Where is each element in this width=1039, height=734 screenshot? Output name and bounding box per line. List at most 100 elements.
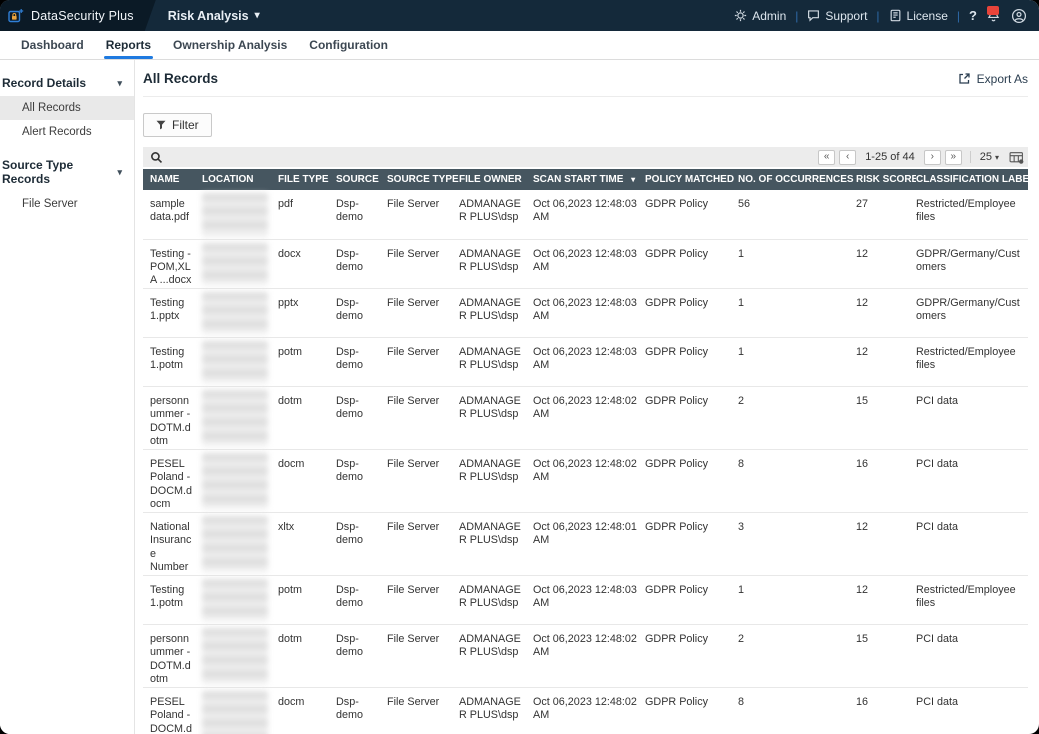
sidebar-item-alert-records[interactable]: Alert Records (22, 126, 92, 138)
cell-scan-start-time: Oct 06,2023 12:48:03 AM (533, 337, 645, 387)
column-header-risk-score[interactable]: RISK SCORE (856, 169, 916, 190)
table-row[interactable]: Testing 1.pptx pptx Dsp-demo File Server… (143, 288, 1028, 338)
main-panel: All Records Export As (135, 60, 1039, 734)
column-chooser-icon[interactable] (1009, 151, 1024, 164)
pagination: « ‹ 1-25 of 44 › » 25 ▾ (818, 149, 1024, 165)
table-row[interactable]: personnummer - DOTM.dotm dotm Dsp-demo F… (143, 624, 1028, 688)
section-title: Source Type Records (2, 158, 74, 186)
page-size-select[interactable]: 25 ▾ (969, 151, 999, 163)
sidebar-item-file-server[interactable]: File Server (22, 198, 78, 210)
help-icon[interactable]: ? (969, 8, 977, 23)
filter-funnel-icon (156, 120, 166, 130)
cell-risk-score: 16 (856, 449, 916, 513)
cell-scan-start-time: Oct 06,2023 12:48:03 AM (533, 239, 645, 289)
cell-source: Dsp-demo (336, 687, 387, 734)
admin-label: Admin (752, 8, 787, 23)
cell-classification-label: PCI data (916, 386, 1028, 450)
column-header-policy-matched[interactable]: POLICY MATCHED (645, 169, 738, 190)
cell-file-type: potm (278, 575, 336, 625)
cell-name: Testing - POM,XLA ...docx (143, 239, 202, 289)
search-icon[interactable] (150, 151, 163, 164)
table-row[interactable]: sample data.pdf pdf Dsp-demo File Server… (143, 190, 1028, 240)
column-header-name[interactable]: NAME (143, 169, 202, 190)
column-label: SCAN START TIME (533, 174, 624, 185)
cell-source-type: File Server (387, 575, 459, 625)
cell-file-type: docx (278, 239, 336, 289)
brand-logo[interactable]: DataSecurity Plus (0, 0, 156, 31)
cell-source-type: File Server (387, 624, 459, 688)
previous-page-button[interactable]: ‹ (839, 149, 857, 165)
table-row[interactable]: PESEL Poland - DOCM.docm docm Dsp-demo F… (143, 449, 1028, 513)
tab-bar: Dashboard Reports Ownership Analysis Con… (0, 31, 1039, 60)
column-header-source-type[interactable]: SOURCE TYPE (387, 169, 459, 190)
location-redacted (202, 389, 268, 446)
module-switcher[interactable]: Risk Analysis ▾ (168, 9, 260, 23)
cell-file-type: potm (278, 337, 336, 387)
table-row[interactable]: PESEL Poland - DOCM.docm docm Dsp-demo F… (143, 687, 1028, 734)
column-header-source[interactable]: SOURCE (336, 169, 387, 190)
cell-source-type: File Server (387, 386, 459, 450)
cell-file-owner: ADMANAGER PLUS\dsp (459, 575, 533, 625)
cell-risk-score: 15 (856, 386, 916, 450)
column-header-file-type[interactable]: FILE TYPE (278, 169, 336, 190)
sidebar-section-record-details[interactable]: Record Details ▾ (0, 70, 134, 96)
admin-link[interactable]: Admin (734, 9, 786, 23)
support-label: Support (825, 8, 868, 23)
column-header-classification-label[interactable]: CLASSIFICATION LABEL (916, 169, 1028, 190)
cell-location (202, 575, 278, 625)
cell-risk-score: 12 (856, 512, 916, 576)
separator: | (795, 8, 799, 23)
page-title: All Records (143, 71, 219, 86)
tab-reports[interactable]: Reports (95, 31, 162, 59)
cell-file-type: pdf (278, 190, 336, 240)
column-header-scan-start-time[interactable]: SCAN START TIME ▾ (533, 169, 645, 190)
column-header-location[interactable]: LOCATION (202, 169, 278, 190)
cell-scan-start-time: Oct 06,2023 12:48:02 AM (533, 386, 645, 450)
table-row[interactable]: Testing - POM,XLA ...docx docx Dsp-demo … (143, 239, 1028, 289)
export-icon (958, 72, 971, 85)
cell-source: Dsp-demo (336, 449, 387, 513)
user-account-icon[interactable] (1011, 8, 1027, 24)
table-row[interactable]: personnummer - DOTM.dotm dotm Dsp-demo F… (143, 386, 1028, 450)
table-row[interactable]: Testing 1.potm potm Dsp-demo File Server… (143, 575, 1028, 625)
license-link[interactable]: License (889, 9, 948, 23)
cell-policy-matched: GDPR Policy (645, 386, 738, 450)
column-header-file-owner[interactable]: FILE OWNER (459, 169, 533, 190)
cell-location (202, 512, 278, 576)
column-header-no-of-occurrences[interactable]: NO. OF OCCURRENCES (738, 169, 856, 190)
cell-scan-start-time: Oct 06,2023 12:48:02 AM (533, 624, 645, 688)
cell-file-owner: ADMANAGER PLUS\dsp (459, 288, 533, 338)
sidebar-section-source-type-records[interactable]: Source Type Records ▾ (0, 152, 134, 192)
table-row[interactable]: Testing 1.potm potm Dsp-demo File Server… (143, 337, 1028, 387)
export-as-button[interactable]: Export As (958, 72, 1028, 86)
last-page-button[interactable]: » (944, 149, 962, 165)
sidebar-item-all-records[interactable]: All Records (0, 96, 134, 120)
notification-badge (987, 5, 999, 15)
cell-file-type: pptx (278, 288, 336, 338)
cell-scan-start-time: Oct 06,2023 12:48:03 AM (533, 575, 645, 625)
cell-location (202, 386, 278, 450)
report-header: All Records Export As (143, 68, 1028, 97)
cell-file-owner: ADMANAGER PLUS\dsp (459, 624, 533, 688)
sidebar: Record Details ▾ All Records Alert Recor… (0, 60, 135, 734)
first-page-button[interactable]: « (818, 149, 836, 165)
notifications-bell-icon[interactable] (986, 5, 1002, 24)
support-link[interactable]: Support (807, 9, 867, 23)
tab-ownership-analysis[interactable]: Ownership Analysis (173, 38, 288, 52)
tab-dashboard[interactable]: Dashboard (21, 38, 84, 52)
cell-name: Testing 1.potm (143, 575, 202, 625)
location-redacted (202, 515, 268, 572)
cell-file-owner: ADMANAGER PLUS\dsp (459, 512, 533, 576)
filter-button[interactable]: Filter (143, 113, 212, 137)
location-redacted (202, 242, 268, 285)
tab-configuration[interactable]: Configuration (309, 38, 388, 52)
separator: | (956, 8, 961, 23)
cell-file-type: dotm (278, 624, 336, 688)
cell-occurrences: 1 (738, 239, 856, 289)
next-page-button[interactable]: › (923, 149, 941, 165)
table-row[interactable]: National Insurance Number xltx Dsp-demo … (143, 512, 1028, 576)
cell-name: Testing 1.potm (143, 337, 202, 387)
cell-classification-label: Restricted/Employee files (916, 190, 1028, 240)
cell-occurrences: 1 (738, 288, 856, 338)
